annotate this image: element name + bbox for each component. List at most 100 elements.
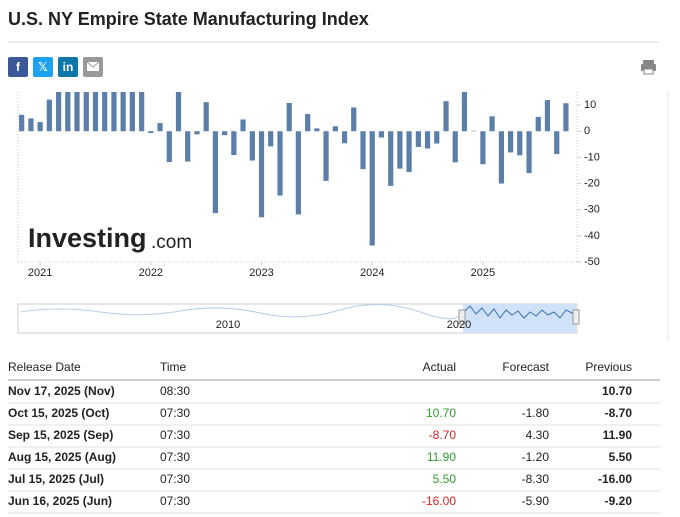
share-facebook[interactable] xyxy=(8,57,28,77)
column-header: Actual xyxy=(423,360,456,374)
navigator-handle-right[interactable] xyxy=(572,309,580,325)
table-cell: 4.30 xyxy=(526,428,550,442)
print-icon-paper xyxy=(643,68,654,75)
bar xyxy=(277,131,283,196)
x-tick-label: 2025 xyxy=(471,267,495,279)
bar xyxy=(203,102,209,132)
share-linkedin[interactable] xyxy=(58,57,78,77)
bar xyxy=(424,131,431,149)
bar xyxy=(249,131,255,161)
y-tick-label: -40 xyxy=(584,230,600,242)
bar xyxy=(323,131,329,181)
table-cell: 10.70 xyxy=(426,406,456,420)
bar xyxy=(351,107,357,132)
share-icon-label: 𝕏 xyxy=(38,60,48,74)
navigator-series-selected xyxy=(463,305,575,319)
share-x[interactable] xyxy=(33,57,53,77)
print-icon-top xyxy=(643,60,654,64)
bar xyxy=(415,131,421,147)
y-tick-label: 10 xyxy=(584,99,596,111)
table-cell: 07:30 xyxy=(160,472,190,486)
column-header: Time xyxy=(160,360,187,374)
bar xyxy=(397,131,403,169)
bar xyxy=(443,101,449,132)
bar xyxy=(554,131,560,154)
table-cell: -16.00 xyxy=(598,472,632,486)
table-cell: Oct 15, 2025 (Oct) xyxy=(8,406,109,420)
bar xyxy=(56,92,62,132)
table-cell: Sep 15, 2025 (Sep) xyxy=(8,428,113,442)
bar xyxy=(129,92,135,132)
bar xyxy=(507,131,514,153)
table-cell: -9.20 xyxy=(605,494,633,508)
bar xyxy=(139,92,145,132)
y-tick-label: -30 xyxy=(584,204,600,216)
bar xyxy=(83,92,89,132)
table-cell: -5.90 xyxy=(522,494,550,508)
bar xyxy=(240,119,246,132)
bar xyxy=(434,131,440,144)
table-cell: 07:30 xyxy=(160,450,190,464)
bar xyxy=(388,131,394,186)
bar xyxy=(461,92,468,132)
print-icon[interactable] xyxy=(641,60,656,75)
bar xyxy=(480,131,486,165)
bar xyxy=(102,92,108,132)
bar xyxy=(286,102,292,132)
bar xyxy=(498,131,504,184)
bar xyxy=(166,131,172,163)
bar xyxy=(19,114,25,132)
table-cell: 07:30 xyxy=(160,428,190,442)
share-icon-label: in xyxy=(63,60,74,74)
table-cell: -1.20 xyxy=(522,450,550,464)
table-cell: 11.90 xyxy=(603,428,633,442)
y-tick-label: -50 xyxy=(584,256,600,268)
table-cell: 07:30 xyxy=(160,494,190,508)
bar xyxy=(148,131,154,134)
bar xyxy=(231,131,237,156)
page-title: U.S. NY Empire State Manufacturing Index xyxy=(8,9,369,29)
bar xyxy=(544,100,551,132)
bar xyxy=(535,116,541,132)
bar xyxy=(157,123,163,132)
x-tick-label: 2022 xyxy=(139,267,163,279)
bar xyxy=(46,99,52,132)
table-cell: -16.00 xyxy=(422,494,456,508)
navigator-selection[interactable] xyxy=(463,304,576,333)
bars xyxy=(19,92,569,246)
share-icon-label: f xyxy=(16,60,21,74)
bar xyxy=(185,131,191,162)
watermark: Investing xyxy=(28,223,147,253)
bar xyxy=(268,131,274,147)
watermark-domain: .com xyxy=(151,232,192,253)
bar xyxy=(314,128,320,132)
table-cell: 11.90 xyxy=(427,450,456,464)
y-tick-label: 0 xyxy=(584,125,590,137)
table-cell: Jul 15, 2025 (Jul) xyxy=(8,472,104,486)
x-tick-label: 2021 xyxy=(28,267,52,279)
bar xyxy=(378,131,385,138)
navigator-label: 2020 xyxy=(447,319,471,331)
bar xyxy=(92,92,99,132)
bar xyxy=(360,131,366,170)
email-icon-flap xyxy=(86,61,100,68)
column-header: Previous xyxy=(585,360,632,374)
column-header: Forecast xyxy=(502,360,549,374)
bar xyxy=(295,131,301,215)
y-tick-label: -20 xyxy=(584,177,600,189)
table-cell: -8.70 xyxy=(429,428,457,442)
bar xyxy=(452,131,458,163)
navigator-handle-left[interactable] xyxy=(458,309,466,325)
bar xyxy=(526,131,532,174)
bar xyxy=(471,130,477,132)
table-cell: 07:30 xyxy=(160,406,190,420)
bar xyxy=(517,131,523,156)
bar xyxy=(65,92,71,132)
y-tick-label: -10 xyxy=(584,151,600,163)
table-cell: 08:30 xyxy=(160,384,190,398)
x-tick-label: 2023 xyxy=(249,267,273,279)
bar xyxy=(28,118,34,132)
bar xyxy=(37,122,43,132)
bar xyxy=(406,131,412,173)
